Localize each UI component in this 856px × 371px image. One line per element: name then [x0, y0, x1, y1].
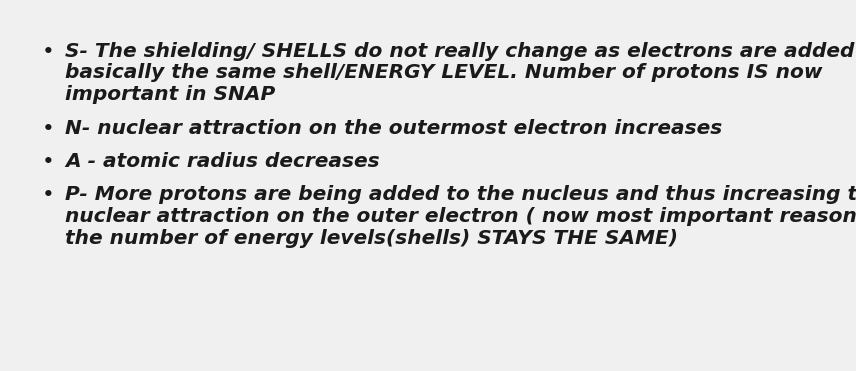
Text: important in SNAP: important in SNAP	[65, 85, 276, 104]
Text: •: •	[42, 152, 55, 172]
Text: S- The shielding/ SHELLS do not really change as electrons are added to: S- The shielding/ SHELLS do not really c…	[65, 42, 856, 61]
Text: the number of energy levels(shells) STAYS THE SAME): the number of energy levels(shells) STAY…	[65, 229, 678, 247]
Text: nuclear attraction on the outer electron ( now most important reason as: nuclear attraction on the outer electron…	[65, 207, 856, 226]
Text: basically the same shell/ENERGY LEVEL. Number of protons IS now: basically the same shell/ENERGY LEVEL. N…	[65, 63, 823, 82]
Text: N- nuclear attraction on the outermost electron increases: N- nuclear attraction on the outermost e…	[65, 118, 722, 138]
Text: •: •	[42, 42, 55, 62]
Text: •: •	[42, 118, 55, 138]
Text: A - atomic radius decreases: A - atomic radius decreases	[65, 152, 379, 171]
Text: •: •	[42, 186, 55, 206]
Text: P- More protons are being added to the nucleus and thus increasing the: P- More protons are being added to the n…	[65, 186, 856, 204]
